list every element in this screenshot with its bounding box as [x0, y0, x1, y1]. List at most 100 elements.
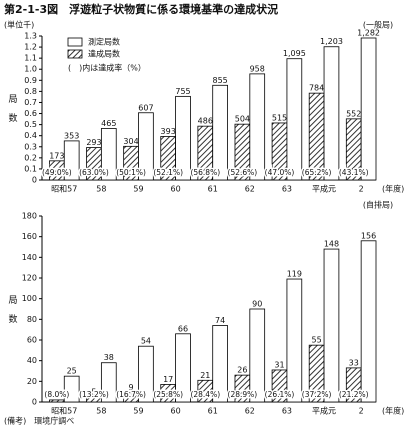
y-tick-label: 60: [27, 336, 37, 345]
bar: [308, 92, 325, 181]
x-tick-label: 平成元: [312, 184, 336, 194]
value-label: 156: [361, 231, 376, 240]
rate-label: (21.2%): [339, 390, 369, 399]
rate-label: (50.1%): [116, 168, 146, 177]
value-label: 1,095: [283, 49, 306, 58]
value-label: 1,203: [320, 37, 343, 46]
y-axis-label: 局数: [7, 295, 18, 333]
rate-label: (13.2%): [79, 390, 109, 399]
legend-note: ( )内は達成率（%）: [68, 63, 146, 73]
y-tick-label: 0.1: [24, 164, 37, 173]
rate-label: (43.1%): [339, 168, 369, 177]
value-label: 304: [123, 137, 138, 146]
y-tick-label: 0.6: [24, 109, 37, 118]
value-label: 958: [250, 64, 265, 73]
region-label: (一般局): [363, 20, 393, 30]
value-label: 173: [49, 151, 64, 160]
value-label: 90: [252, 300, 262, 309]
y-tick-label: 120: [22, 274, 37, 283]
bar: [63, 375, 80, 403]
value-label: 9: [129, 383, 134, 392]
value-label: 855: [212, 76, 227, 85]
y-tick-label: 100: [22, 294, 37, 303]
value-label: 393: [161, 127, 176, 136]
x-tick-label: 昭和57: [51, 185, 77, 194]
y-tick-label: 80: [27, 315, 37, 324]
bar: [249, 308, 266, 403]
value-label: 26: [237, 366, 247, 375]
bar: [49, 399, 65, 403]
x-tick-label: 59: [133, 185, 143, 194]
x-tick-label: 2: [359, 407, 364, 416]
value-label: 755: [175, 87, 190, 96]
value-label: 486: [198, 117, 213, 126]
rate-label: (56.8%): [190, 168, 220, 177]
bar: [175, 333, 191, 403]
rate-label: (28.4%): [190, 390, 220, 399]
x-tick-label: 2: [359, 185, 364, 194]
x-tick-label: 58: [96, 185, 106, 194]
value-label: 54: [141, 337, 151, 346]
y-tick-label: 0.2: [24, 153, 37, 162]
x-tick-label: 62: [245, 407, 255, 416]
bar: [323, 46, 340, 181]
rate-label: (16.7%): [116, 390, 146, 399]
bar: [100, 128, 117, 181]
x-tick-label: 昭和57: [51, 407, 77, 416]
x-tick-label: 60: [171, 185, 181, 194]
legend-swatch: [67, 37, 83, 47]
value-label: 504: [235, 115, 250, 124]
y-tick-label: 1.2: [24, 43, 37, 52]
bar: [100, 362, 117, 403]
x-tick-label: 62: [245, 185, 255, 194]
bar: [138, 112, 154, 181]
value-label: 55: [312, 336, 322, 345]
x-axis-label: (年度): [382, 184, 404, 194]
value-label: 148: [324, 240, 339, 249]
rate-label: (47.0%): [265, 168, 295, 177]
value-label: 784: [309, 84, 324, 93]
value-label: 607: [138, 103, 153, 112]
x-tick-label: 60: [171, 407, 181, 416]
x-tick-label: 63: [282, 407, 292, 416]
y-tick-label: 0.8: [24, 87, 37, 96]
value-label: 25: [67, 367, 77, 376]
bar: [323, 248, 340, 403]
y-tick-label: 1.3: [24, 32, 37, 41]
y-tick-label: 0.3: [24, 142, 37, 151]
bar: [286, 58, 303, 181]
y-tick-label: 0.9: [24, 76, 37, 85]
rate-label: (8.0%): [44, 390, 69, 399]
value-label: 17: [163, 375, 173, 384]
legend-label: 達成局数: [88, 49, 120, 59]
legend-label: 測定局数: [88, 37, 120, 47]
value-label: 31: [274, 360, 284, 369]
value-label: 66: [178, 324, 188, 333]
value-label: 1,282: [357, 28, 380, 37]
bar: [249, 73, 266, 181]
rate-label: (63.0%): [79, 168, 109, 177]
bar: [360, 240, 377, 403]
y-tick-label: 140: [22, 253, 37, 262]
x-tick-label: 59: [133, 407, 143, 416]
rate-label: (26.1%): [265, 390, 295, 399]
y-tick-label: 0.5: [24, 120, 37, 129]
value-label: 353: [64, 131, 79, 140]
y-axis-label: 局数: [7, 94, 18, 132]
bar: [175, 95, 191, 181]
bar: [212, 325, 228, 403]
rate-label: (25.8%): [153, 390, 183, 399]
x-tick-label: 61: [208, 185, 218, 194]
bar: [63, 140, 80, 181]
x-tick-label: 63: [282, 185, 292, 194]
y-tick-label: 160: [22, 232, 37, 241]
y-tick-label: 1.1: [24, 54, 37, 63]
value-label: 515: [272, 113, 287, 122]
value-label: 21: [200, 371, 210, 380]
bar: [286, 278, 303, 403]
rate-label: (28.9%): [228, 390, 258, 399]
value-label: 119: [287, 270, 302, 279]
source-note: (備考) 環境庁調べ: [4, 416, 74, 426]
y-tick-label: 0: [32, 176, 37, 185]
value-label: 465: [101, 119, 116, 128]
